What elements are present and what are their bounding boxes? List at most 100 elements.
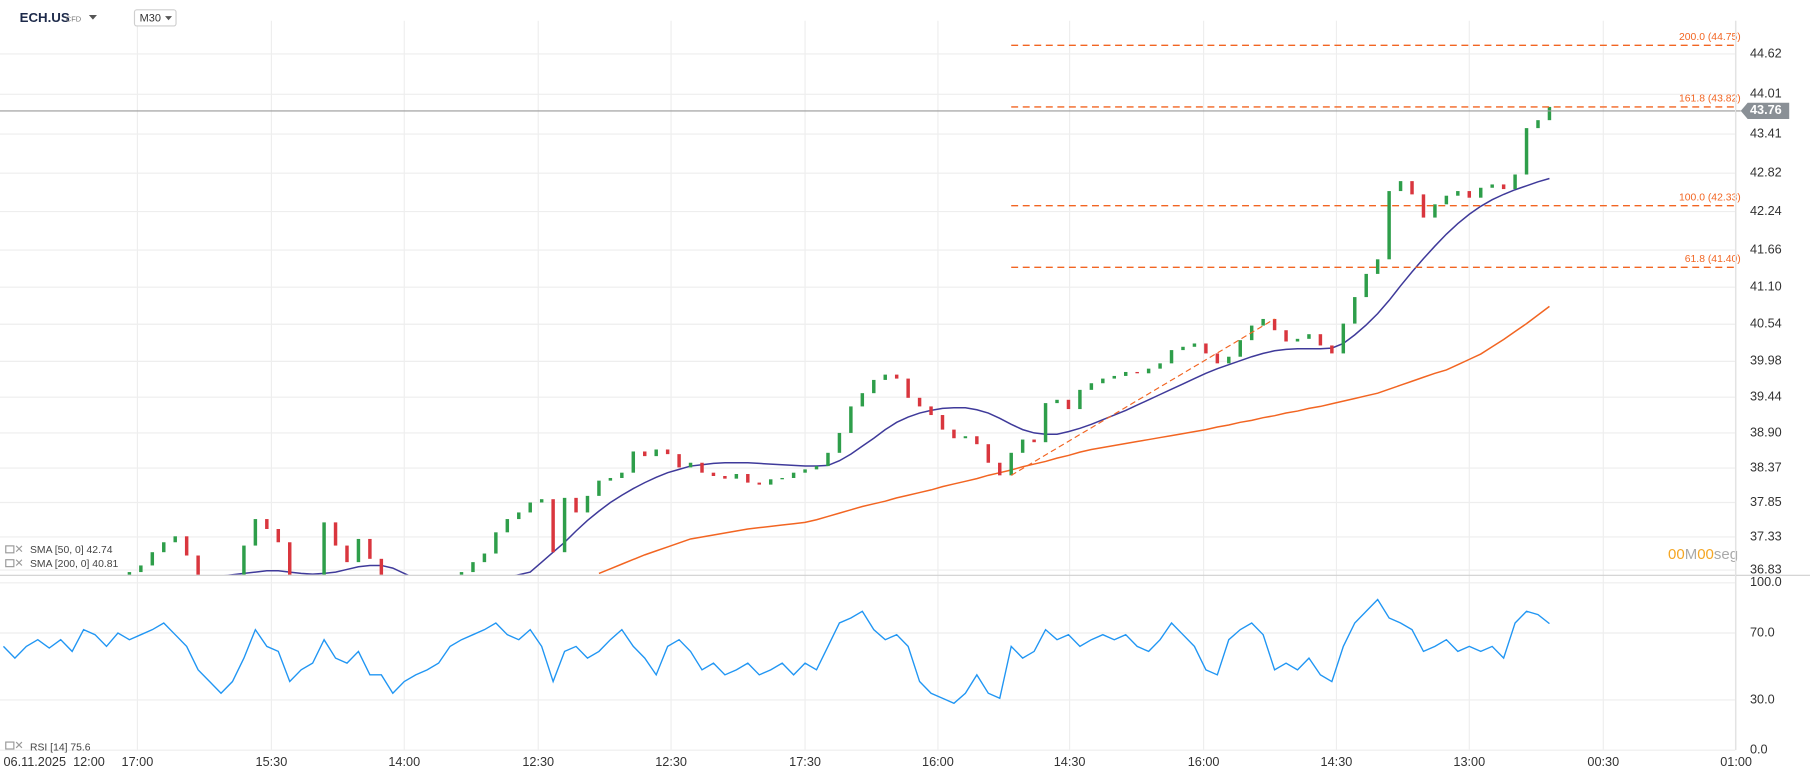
candle xyxy=(1330,345,1334,354)
legend-entry: SMA [50, 0] 42.74 xyxy=(30,545,113,556)
candle xyxy=(356,538,361,563)
candle xyxy=(1101,378,1105,384)
candle xyxy=(517,512,521,520)
legend-icon[interactable] xyxy=(5,741,15,750)
candle xyxy=(276,529,281,543)
candle xyxy=(1078,389,1082,410)
candle xyxy=(1009,452,1013,476)
y-tick-label: 37.33 xyxy=(1750,529,1782,543)
legend-icon[interactable] xyxy=(5,545,15,554)
candle xyxy=(551,499,555,553)
y-tick-label: 38.37 xyxy=(1750,460,1782,474)
rsi-tick-label: 30.0 xyxy=(1750,692,1775,706)
axes: 06.11.2025 12:00 17:00 15:30 14:00 12:30 12:3… xyxy=(0,32,1790,769)
candle xyxy=(1135,371,1139,374)
candle xyxy=(723,475,727,479)
candle xyxy=(139,565,143,573)
candle-timer: 00M00seg xyxy=(1668,546,1738,563)
rsi-line xyxy=(2,598,1550,705)
candle xyxy=(1421,194,1426,218)
candle xyxy=(872,379,876,394)
candle xyxy=(1444,195,1449,205)
candle xyxy=(1456,191,1460,196)
candle xyxy=(734,474,739,479)
candle xyxy=(1398,181,1403,192)
candle xyxy=(585,495,590,513)
y-tick-label: 43.41 xyxy=(1750,126,1782,140)
x-tick-label: 12:30 xyxy=(655,755,687,769)
y-tick-label: 37.85 xyxy=(1750,495,1782,509)
candle xyxy=(1490,184,1494,188)
y-tick-label: 39.44 xyxy=(1750,390,1782,404)
y-tick-label: 41.66 xyxy=(1750,242,1782,256)
candle xyxy=(1055,399,1059,404)
candle xyxy=(1146,368,1151,374)
candle xyxy=(1204,343,1208,354)
candle xyxy=(975,436,979,445)
candle xyxy=(505,519,510,533)
legend-remove[interactable] xyxy=(15,741,23,749)
candle xyxy=(711,472,716,476)
timer-part: 00 xyxy=(1697,546,1714,563)
y-tick-label: 44.62 xyxy=(1750,46,1782,60)
timer-part: 00 xyxy=(1668,546,1685,563)
grid xyxy=(0,20,1737,751)
candle xyxy=(1272,318,1277,331)
price-panel xyxy=(127,44,1735,575)
candle xyxy=(1375,259,1380,274)
candle xyxy=(643,451,647,457)
candle xyxy=(677,454,681,468)
candle xyxy=(562,497,567,553)
candle xyxy=(631,451,636,473)
candle xyxy=(1066,399,1071,410)
candle xyxy=(150,552,155,566)
candle xyxy=(1364,273,1368,298)
candle xyxy=(803,469,807,473)
fib-trend-line xyxy=(1010,318,1275,476)
candle xyxy=(528,502,532,513)
candle xyxy=(1284,330,1288,342)
legend-icon[interactable] xyxy=(5,559,15,568)
x-tick-label: 14:30 xyxy=(1054,755,1086,769)
x-tick-label: 15:30 xyxy=(256,755,288,769)
candle xyxy=(127,572,132,575)
candle xyxy=(791,472,796,478)
candle xyxy=(471,562,475,573)
timeframe[interactable]: M30 xyxy=(140,12,161,24)
candle xyxy=(1295,338,1300,342)
last-price-label: 43.76 xyxy=(1750,103,1782,117)
candle xyxy=(196,555,200,575)
candle xyxy=(1318,334,1323,346)
timeframe-button[interactable] xyxy=(133,9,177,27)
x-tick-label: 17:00 xyxy=(122,755,154,769)
y-tick-label: 38.90 xyxy=(1750,425,1782,439)
candle xyxy=(1501,184,1506,190)
timeframe-dropdown[interactable] xyxy=(165,16,172,21)
candle xyxy=(1238,340,1242,357)
candle xyxy=(173,536,177,543)
symbol-dropdown[interactable] xyxy=(88,15,97,20)
fib-label: 100.0 (42.33) xyxy=(1679,192,1741,203)
candle xyxy=(746,474,750,483)
legend-remove[interactable] xyxy=(15,545,23,553)
candle xyxy=(265,519,269,530)
x-tick-label: 16:00 xyxy=(1188,755,1220,769)
candle xyxy=(162,542,166,553)
candle xyxy=(1123,371,1128,376)
candle xyxy=(849,406,853,433)
symbol[interactable]: ECH.US xyxy=(20,10,70,25)
legend-remove[interactable] xyxy=(15,559,23,566)
timer-part: M xyxy=(1685,546,1698,563)
candle xyxy=(1353,297,1357,324)
candle xyxy=(860,393,865,407)
candle xyxy=(1433,204,1437,218)
candle xyxy=(1467,191,1472,198)
candle xyxy=(757,482,761,485)
last-price-box xyxy=(1740,102,1790,119)
x-tick-label: 01:00 xyxy=(1720,755,1752,769)
candle xyxy=(345,545,349,563)
candle xyxy=(940,415,945,430)
fib-label: 161.8 (43.82) xyxy=(1679,94,1741,105)
